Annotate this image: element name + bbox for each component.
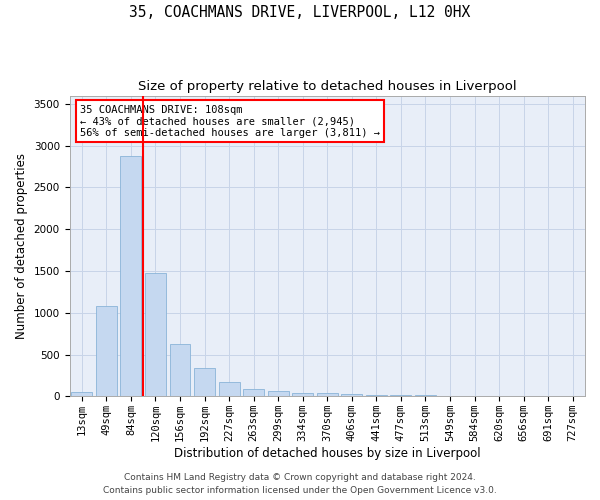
Bar	[145, 272, 166, 396]
Bar	[268, 391, 289, 396]
Bar	[218, 382, 239, 396]
Bar	[194, 368, 215, 396]
Bar	[341, 394, 362, 396]
Bar	[71, 392, 92, 396]
Bar	[391, 395, 412, 396]
Bar	[121, 156, 142, 396]
Bar	[243, 389, 264, 396]
X-axis label: Distribution of detached houses by size in Liverpool: Distribution of detached houses by size …	[174, 447, 481, 460]
Bar	[292, 392, 313, 396]
Title: Size of property relative to detached houses in Liverpool: Size of property relative to detached ho…	[138, 80, 517, 93]
Bar	[317, 394, 338, 396]
Y-axis label: Number of detached properties: Number of detached properties	[15, 153, 28, 339]
Text: 35 COACHMANS DRIVE: 108sqm
← 43% of detached houses are smaller (2,945)
56% of s: 35 COACHMANS DRIVE: 108sqm ← 43% of deta…	[80, 104, 380, 138]
Text: 35, COACHMANS DRIVE, LIVERPOOL, L12 0HX: 35, COACHMANS DRIVE, LIVERPOOL, L12 0HX	[130, 5, 470, 20]
Bar	[366, 394, 387, 396]
Text: Contains HM Land Registry data © Crown copyright and database right 2024.
Contai: Contains HM Land Registry data © Crown c…	[103, 474, 497, 495]
Bar	[170, 344, 190, 396]
Bar	[96, 306, 117, 396]
